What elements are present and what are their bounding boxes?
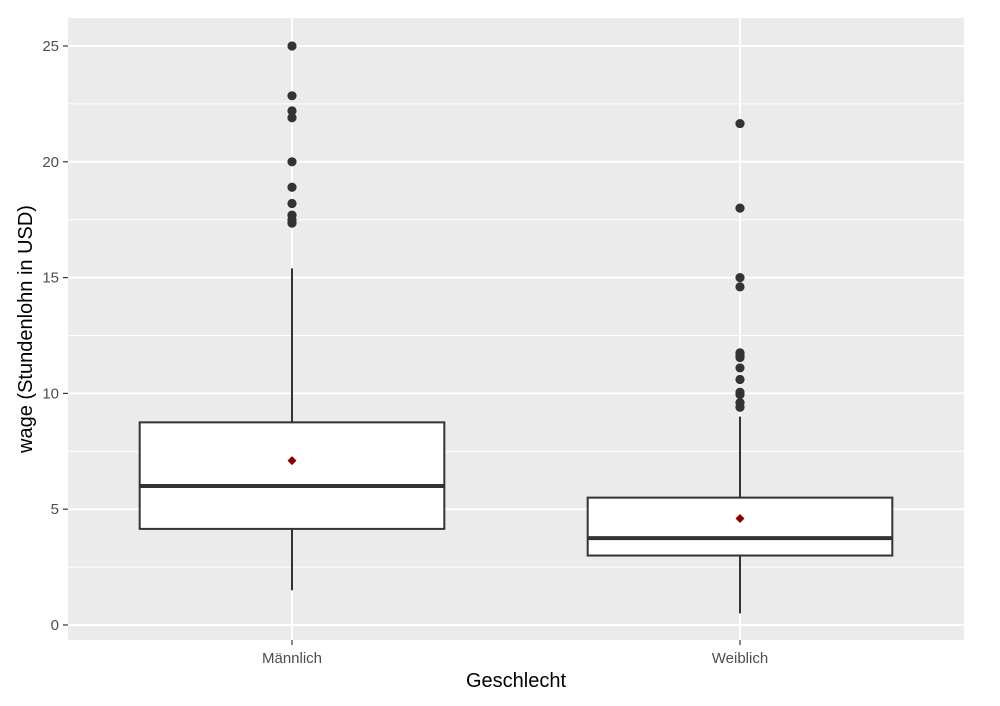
x-axis-title: Geschlecht: [466, 670, 566, 692]
outlier-point: [735, 387, 745, 397]
y-tick-label: 25: [42, 38, 59, 55]
outlier-point: [735, 273, 745, 283]
box-group: [586, 118, 894, 614]
boxes-layer: [138, 41, 894, 614]
outlier-point: [287, 41, 297, 51]
mean-marker: [735, 513, 745, 523]
x-tick-label: Männlich: [262, 650, 322, 667]
y-tick-label: 5: [51, 501, 59, 518]
y-tick-label: 0: [51, 617, 59, 634]
outlier-point: [735, 118, 745, 129]
y-tick-label: 10: [42, 385, 59, 402]
outlier-point: [735, 398, 745, 408]
outlier-point: [735, 348, 745, 358]
x-axis: Männlich Weiblich: [262, 640, 768, 667]
box-group: [138, 41, 446, 591]
outlier-point: [287, 106, 297, 116]
outlier-point: [735, 363, 745, 373]
y-tick-label: 15: [42, 270, 59, 287]
box-iqr: [138, 421, 446, 530]
outlier-point: [287, 113, 297, 123]
outlier-point: [287, 198, 297, 209]
outlier-point: [287, 182, 297, 192]
y-axis: 0 5 10 15 20 25: [42, 38, 68, 634]
outlier-point: [735, 203, 745, 213]
outlier-point: [287, 91, 297, 101]
outlier-point: [735, 374, 745, 385]
y-tick-label: 20: [42, 154, 59, 171]
outlier-point: [287, 210, 297, 220]
x-tick-label: Weiblich: [712, 650, 768, 667]
mean-marker: [287, 456, 297, 466]
box-iqr: [586, 496, 894, 557]
outlier-point: [287, 157, 297, 167]
y-axis-title: wage (Stundenlohn in USD): [15, 205, 37, 454]
outlier-point: [735, 282, 745, 292]
